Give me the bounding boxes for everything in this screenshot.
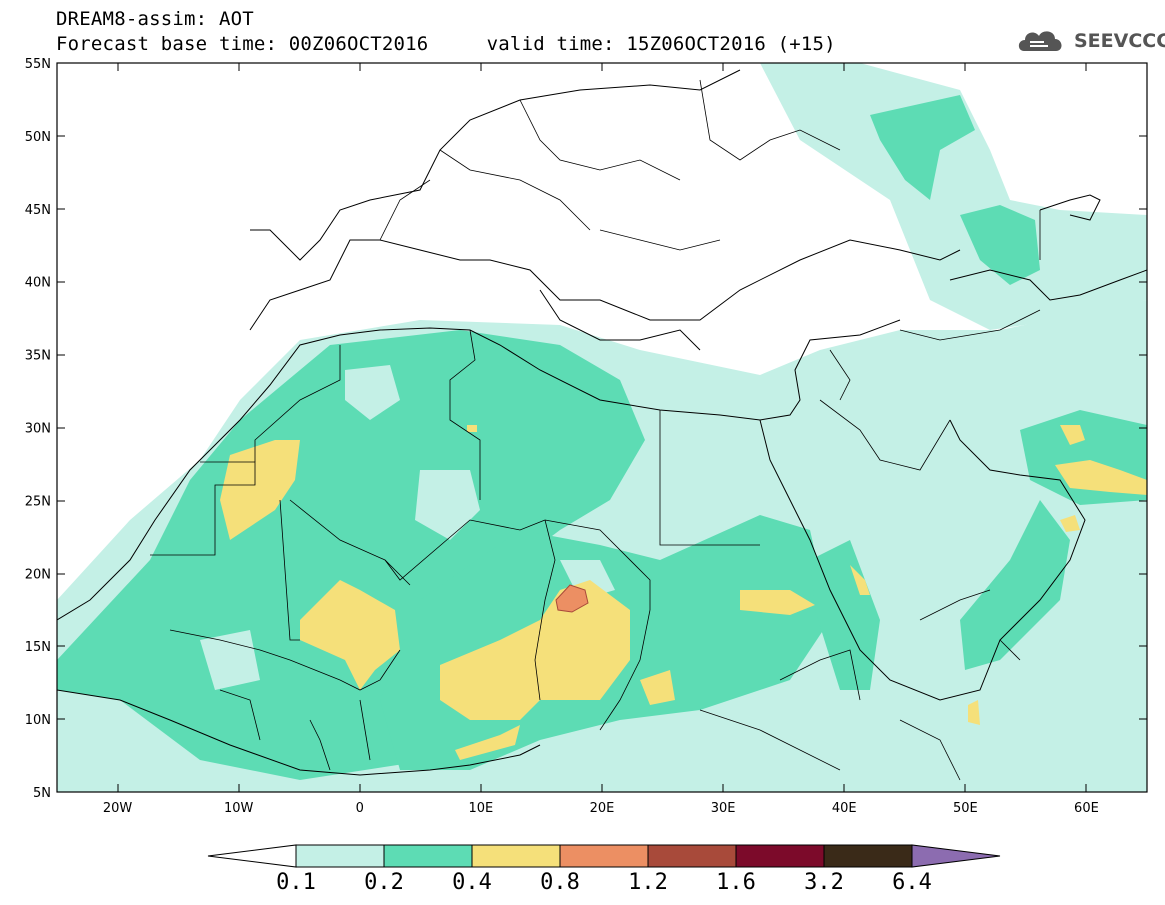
chart-title: DREAM8-assim: AOT xyxy=(56,8,254,30)
latitude-labels: 55N 50N 45N 40N 35N 30N 25N 20N 15N 10N 5N xyxy=(25,57,51,801)
base-time-label: Forecast base time: 00Z06OCT2016 xyxy=(56,33,429,55)
colorbar-segment xyxy=(823,844,913,868)
lat-label: 35N xyxy=(25,349,51,364)
lat-label: 45N xyxy=(25,203,51,218)
time-info: Forecast base time: 00Z06OCT2016 valid t… xyxy=(56,33,836,55)
colorbar-level-label: 1.2 xyxy=(628,870,668,895)
lon-label: 60E xyxy=(1074,801,1099,816)
lat-label: 20N xyxy=(25,567,51,582)
lat-label: 15N xyxy=(25,640,51,655)
lat-label: 55N xyxy=(25,57,51,72)
colorbar-segment xyxy=(295,844,385,868)
colorbar-level-label: 1.6 xyxy=(716,870,756,895)
colorbar xyxy=(207,844,1001,868)
longitude-labels: 20W 10W 0 10E 20E 30E 40E 50E 60E xyxy=(103,801,1099,816)
lat-label: 5N xyxy=(33,786,51,801)
colorbar-level-label: 6.4 xyxy=(892,870,932,895)
cloud-icon xyxy=(1018,31,1062,51)
colorbar-segment xyxy=(735,844,825,868)
colorbar-segment xyxy=(383,844,473,868)
colorbar-segment xyxy=(559,844,649,868)
colorbar-level-label: 0.1 xyxy=(276,870,316,895)
lon-label: 20W xyxy=(103,801,133,816)
lon-label: 20E xyxy=(590,801,615,816)
lon-label: 10W xyxy=(224,801,254,816)
lon-label: 50E xyxy=(953,801,978,816)
lat-label: 10N xyxy=(25,713,51,728)
aot-contours xyxy=(57,63,1147,792)
colorbar-segment xyxy=(471,844,561,868)
colorbar-under-triangle xyxy=(207,844,297,868)
lat-label: 50N xyxy=(25,130,51,145)
axis-ticks xyxy=(57,62,1147,793)
colorbar-level-label: 3.2 xyxy=(804,870,844,895)
valid-time-label: valid time: 15Z06OCT2016 (+15) xyxy=(486,33,836,55)
lon-label: 30E xyxy=(711,801,736,816)
lon-label: 40E xyxy=(832,801,857,816)
lon-label: 0 xyxy=(356,801,364,816)
logo-text: SEEVCCC xyxy=(1074,30,1165,52)
lon-label: 10E xyxy=(469,801,494,816)
colorbar-over-triangle xyxy=(911,844,1001,868)
colorbar-level-label: 0.8 xyxy=(540,870,580,895)
colorbar-level-label: 0.2 xyxy=(364,870,404,895)
colorbar-level-label: 0.4 xyxy=(452,870,492,895)
lat-label: 30N xyxy=(25,422,51,437)
lat-label: 40N xyxy=(25,276,51,291)
colorbar-segment xyxy=(647,844,737,868)
lat-label: 25N xyxy=(25,494,51,509)
